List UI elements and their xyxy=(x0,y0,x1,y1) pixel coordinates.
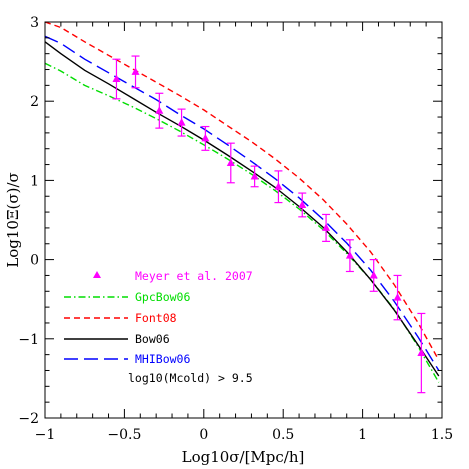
x-tick-label: −0.5 xyxy=(107,427,141,443)
series-line-font08 xyxy=(44,21,440,361)
data-point-triangle xyxy=(226,158,235,166)
x-tick-label: 0.5 xyxy=(272,427,294,443)
data-point-triangle xyxy=(177,118,186,126)
x-axis-label: Log10σ/[Mpc/h] xyxy=(182,448,305,466)
data-point-triangle xyxy=(345,251,354,259)
curves-layer xyxy=(44,21,440,383)
series-line-gpcbow06 xyxy=(44,62,440,383)
y-tick-labels: −2 −1 0 1 2 3 xyxy=(18,15,39,427)
annotation-text: log10(Mcold) > 9.5 xyxy=(128,371,253,385)
data-point-triangle xyxy=(369,270,378,279)
y-tick-label: 2 xyxy=(30,94,39,110)
series-line-bow06 xyxy=(44,41,440,377)
data-point-triangle xyxy=(201,133,210,142)
x-tick-label: 1.5 xyxy=(431,427,453,443)
legend-label: Bow06 xyxy=(135,332,170,346)
y-tick-label: 3 xyxy=(30,15,39,31)
series-line-mhibow06 xyxy=(44,35,440,371)
y-axis-label: Log10Ξ(σ)/σ xyxy=(4,172,22,267)
x-tick-label: 0 xyxy=(199,427,208,443)
y-tick-label: −1 xyxy=(18,332,39,348)
data-point-triangle xyxy=(131,67,140,75)
data-point-triangle xyxy=(112,74,121,83)
legend-label: Meyer et al. 2007 xyxy=(135,269,253,283)
data-point-triangle xyxy=(393,293,402,301)
plot-frame xyxy=(44,21,443,419)
x-tick-label: −1 xyxy=(35,427,56,443)
data-point-triangle xyxy=(155,106,164,114)
y-tick-label: 1 xyxy=(30,173,39,189)
axis-ticks xyxy=(44,21,443,419)
data-point-triangle xyxy=(298,200,307,208)
y-tick-label: 0 xyxy=(30,253,39,269)
data-point-triangle xyxy=(274,182,283,190)
legend-symbol-triangle xyxy=(93,271,101,278)
data-points-layer xyxy=(112,55,426,394)
data-point-triangle xyxy=(417,348,426,357)
data-point-triangle xyxy=(322,223,331,231)
legend-label: GpcBow06 xyxy=(135,290,190,304)
x-tick-label: 1 xyxy=(358,427,367,443)
legend: Meyer et al. 2007 GpcBow06 Font08 Bow06 MHIB… xyxy=(64,269,253,366)
y-tick-label: −2 xyxy=(18,411,39,427)
data-point-triangle xyxy=(250,171,259,180)
legend-label: MHIBow06 xyxy=(135,352,190,366)
x-tick-labels: −1 −0.5 0 0.5 1 1.5 xyxy=(35,427,453,443)
legend-label: Font08 xyxy=(135,311,177,325)
